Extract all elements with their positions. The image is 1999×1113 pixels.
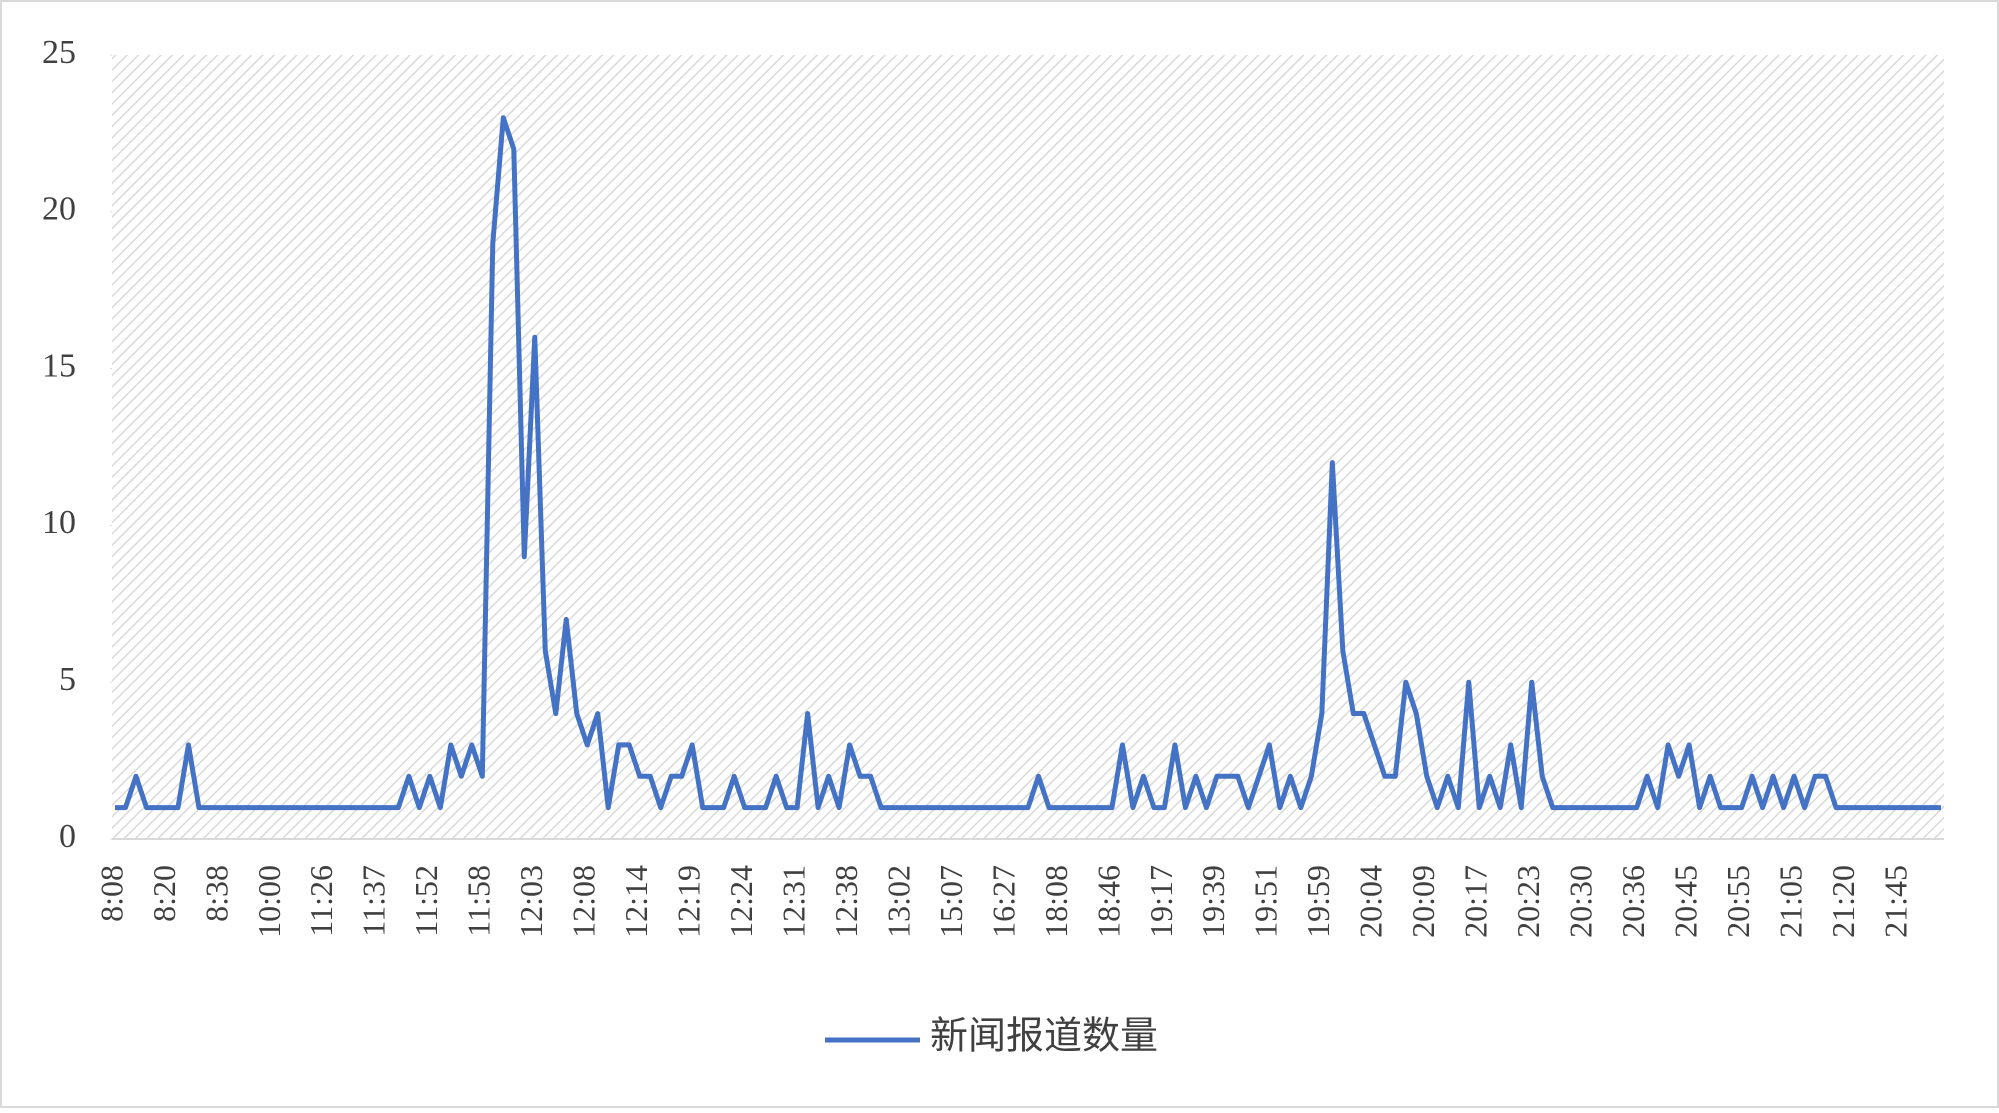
x-tick-label: 11:26 bbox=[303, 865, 339, 937]
y-tick-label: 0 bbox=[59, 818, 76, 855]
x-tick-label: 20:04 bbox=[1353, 865, 1389, 938]
x-tick-label: 11:58 bbox=[461, 865, 497, 937]
x-tick-label: 8:20 bbox=[146, 865, 182, 922]
x-tick-label: 21:20 bbox=[1825, 865, 1861, 938]
y-tick-label: 10 bbox=[42, 504, 76, 541]
x-tick-label: 21:05 bbox=[1772, 865, 1808, 938]
x-tick-label: 8:38 bbox=[198, 865, 234, 922]
x-tick-label: 8:08 bbox=[93, 865, 129, 922]
x-tick-label: 12:24 bbox=[723, 865, 759, 938]
x-tick-label: 19:59 bbox=[1300, 865, 1336, 938]
x-tick-label: 20:30 bbox=[1563, 865, 1599, 938]
x-tick-label: 21:45 bbox=[1877, 865, 1913, 938]
x-tick-label: 12:38 bbox=[828, 865, 864, 938]
legend-label: 新闻报道数量 bbox=[930, 1016, 1158, 1058]
x-tick-label: 18:46 bbox=[1090, 865, 1126, 938]
x-tick-label: 11:37 bbox=[356, 865, 392, 937]
x-tick-label: 12:19 bbox=[671, 865, 707, 938]
x-tick-label: 13:02 bbox=[880, 865, 916, 938]
x-tick-label: 16:27 bbox=[985, 865, 1021, 938]
y-tick-label: 15 bbox=[42, 347, 76, 384]
x-tick-label: 20:09 bbox=[1405, 865, 1441, 938]
x-tick-label: 19:39 bbox=[1195, 865, 1231, 938]
data-line bbox=[115, 115, 1941, 811]
y-tick-label: 20 bbox=[42, 191, 76, 228]
x-tick-label: 15:07 bbox=[933, 865, 969, 938]
x-tick-label: 19:17 bbox=[1143, 865, 1179, 938]
x-tick-label: 12:14 bbox=[618, 865, 654, 938]
x-tick-label: 20:45 bbox=[1667, 865, 1703, 938]
x-tick-label: 11:52 bbox=[408, 865, 444, 937]
x-tick-label: 12:08 bbox=[566, 865, 602, 938]
x-tick-label: 18:08 bbox=[1038, 865, 1074, 938]
y-tick-label: 5 bbox=[59, 661, 76, 698]
x-tick-label: 20:17 bbox=[1458, 865, 1494, 938]
x-tick-label: 12:03 bbox=[513, 865, 549, 938]
x-tick-label: 19:51 bbox=[1248, 865, 1284, 938]
x-tick-label: 20:23 bbox=[1510, 865, 1546, 938]
x-tick-label: 20:36 bbox=[1615, 865, 1651, 938]
plot-area bbox=[112, 55, 1944, 839]
x-tick-label: 12:31 bbox=[775, 865, 811, 938]
x-tick-label: 10:00 bbox=[251, 865, 287, 938]
x-tick-label: 20:55 bbox=[1720, 865, 1756, 938]
y-tick-label: 25 bbox=[42, 34, 76, 71]
